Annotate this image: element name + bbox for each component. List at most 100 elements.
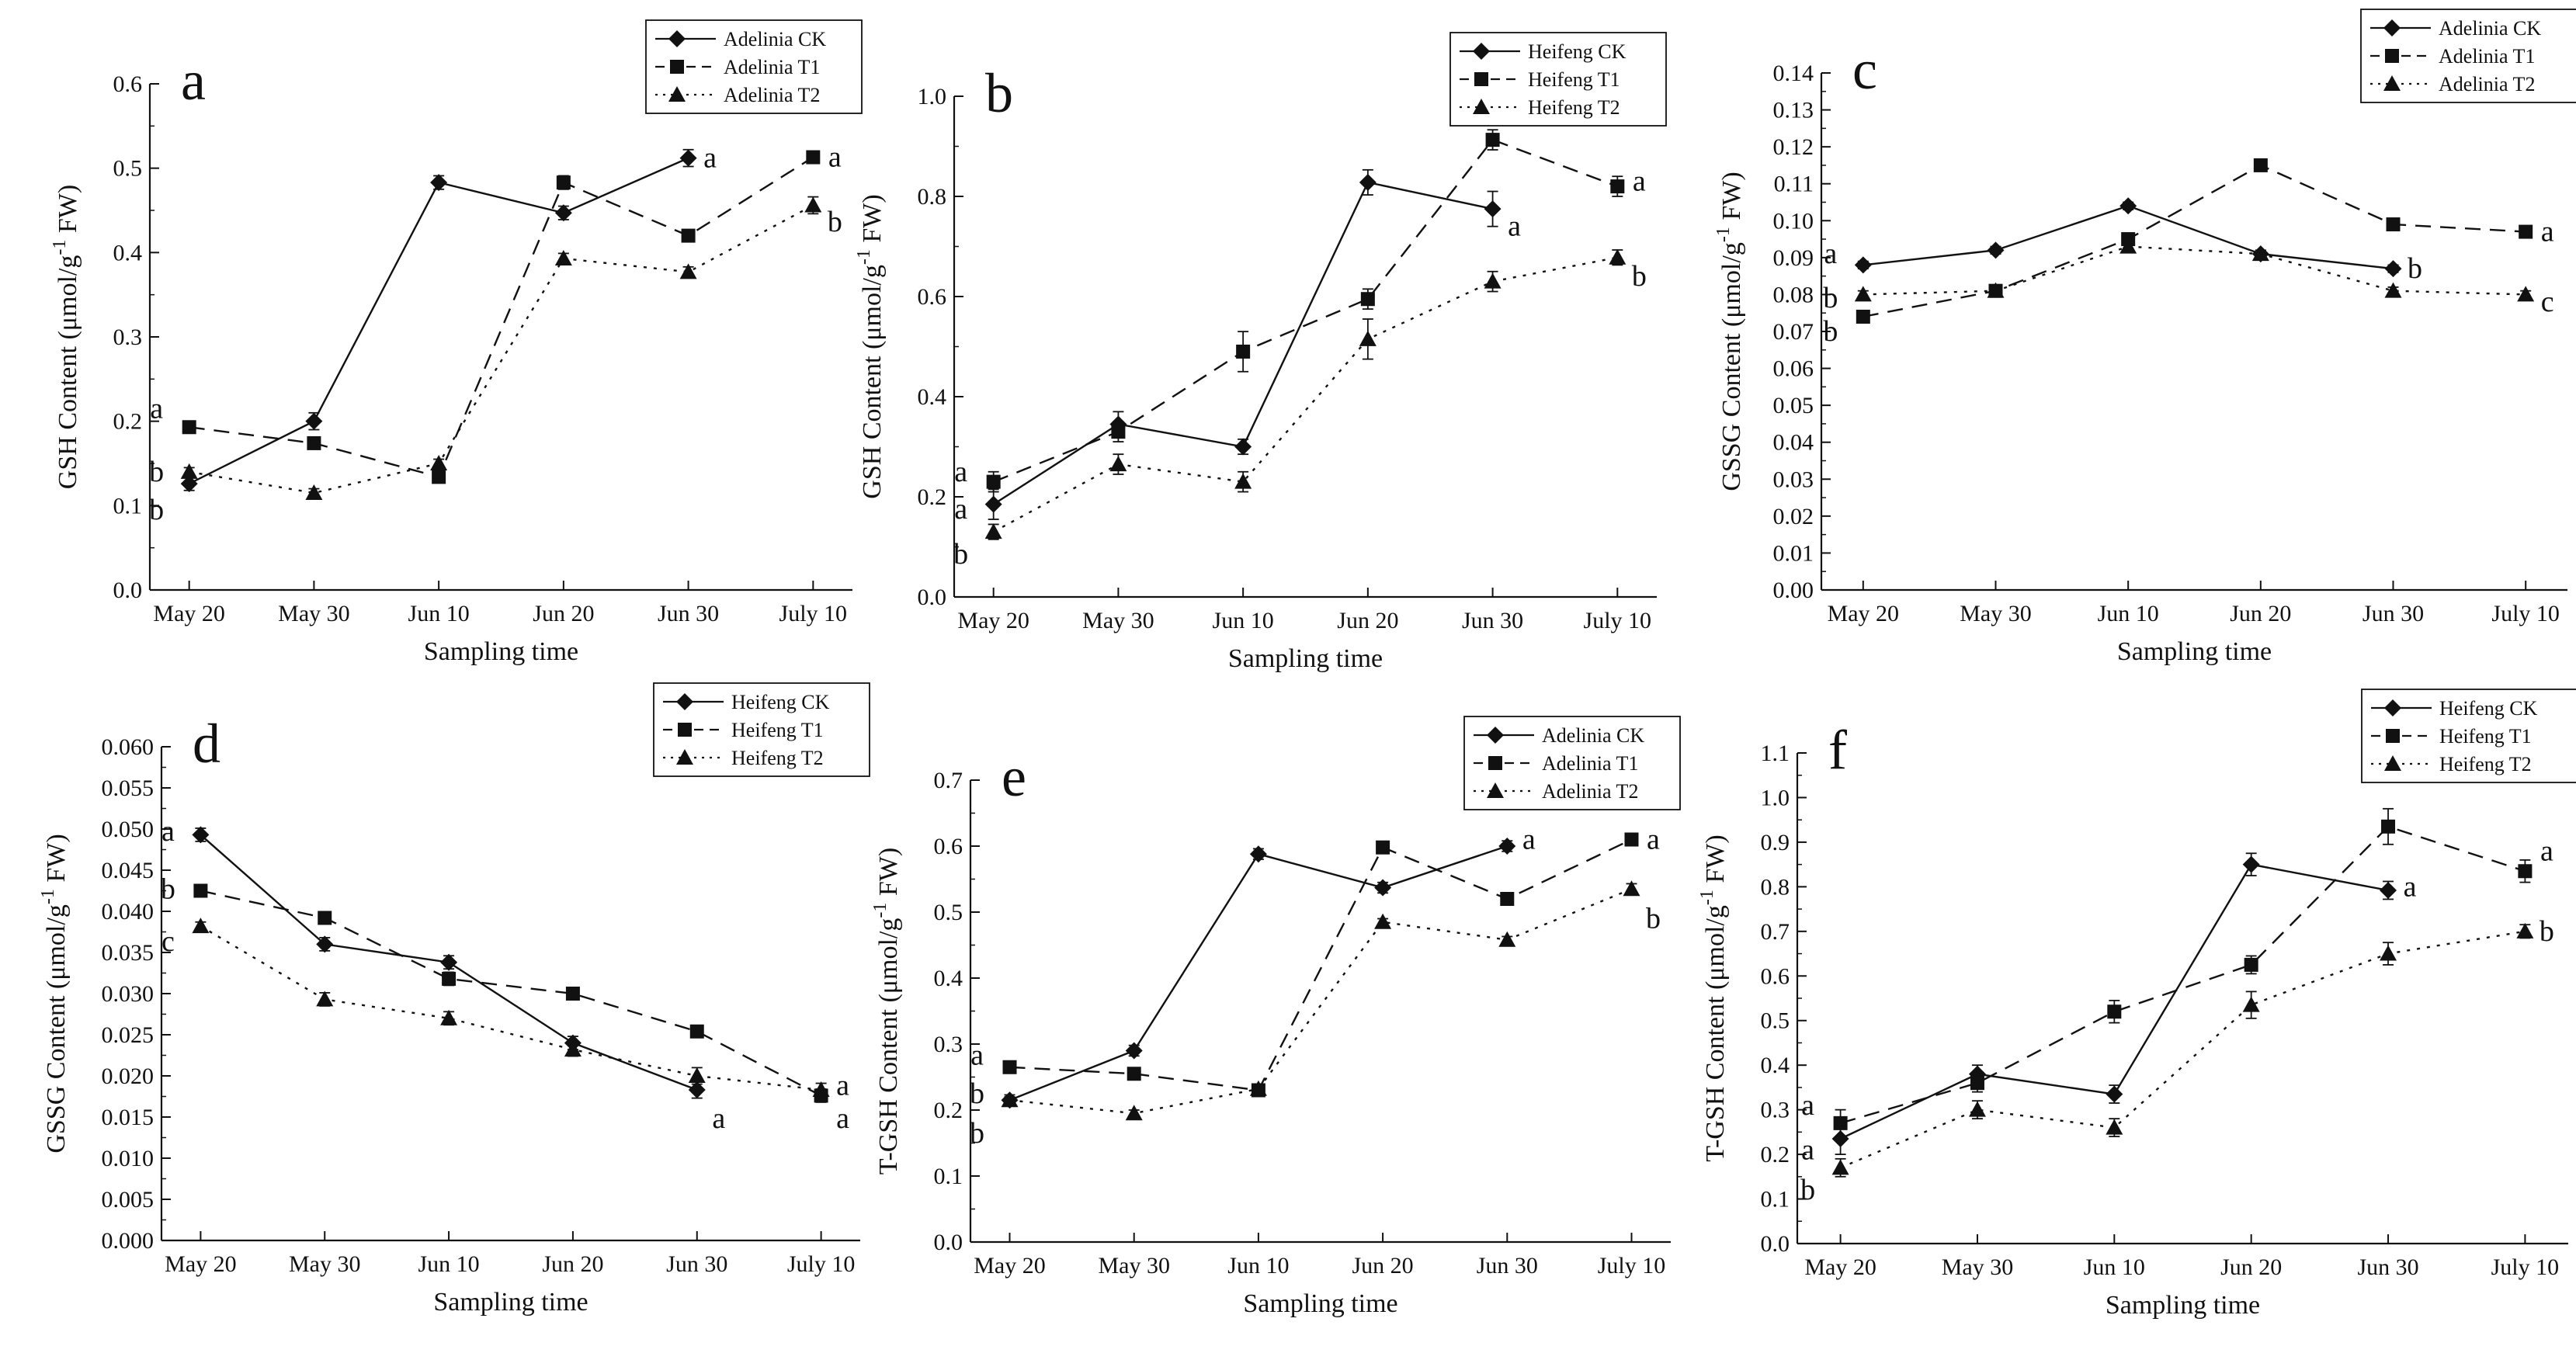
significance-letter: a xyxy=(2540,834,2553,867)
y-tick-label: 0.5 xyxy=(1761,1008,1790,1034)
data-point xyxy=(2518,864,2533,879)
legend-marker xyxy=(678,723,692,737)
y-tick-label: 0.6 xyxy=(918,284,947,310)
x-tick-label: May 30 xyxy=(1082,608,1154,633)
y-axis-title: GSSG Content (μmol/g-1 FW) xyxy=(38,834,71,1153)
data-point xyxy=(430,174,448,192)
significance-letter: b xyxy=(2540,915,2554,948)
y-axis-title-unit: FW) xyxy=(874,848,903,903)
data-point xyxy=(1001,1091,1019,1108)
y-axis-title-unit: FW) xyxy=(858,194,887,249)
legend-marker xyxy=(668,30,686,47)
legend-label: Heifeng CK xyxy=(731,691,830,713)
series-heifeng-t2 xyxy=(984,248,1626,540)
y-tick-label: 0.050 xyxy=(102,817,154,842)
legend-label: Adelinia CK xyxy=(2439,17,2541,40)
data-point xyxy=(1359,330,1377,346)
y-axis-title-main: GSSG Content (μmol/g xyxy=(42,904,71,1153)
y-tick-label: 0.005 xyxy=(102,1187,154,1213)
y-tick-label: 0.6 xyxy=(1761,963,1790,989)
significance-letter: b xyxy=(828,206,842,238)
data-point xyxy=(180,463,198,479)
y-tick-label: 0.2 xyxy=(113,409,143,435)
data-point xyxy=(1359,173,1377,191)
y-tick-label: 0.5 xyxy=(934,900,963,925)
series-line xyxy=(1840,930,2526,1169)
data-point xyxy=(1500,892,1515,906)
data-point xyxy=(806,150,821,165)
data-point xyxy=(984,523,1002,539)
y-tick-label: 0.12 xyxy=(1773,134,1814,160)
x-tick-label: July 10 xyxy=(779,601,848,626)
x-tick-label: May 30 xyxy=(1098,1253,1170,1278)
significance-letter: a xyxy=(2404,870,2417,903)
data-point xyxy=(305,412,323,430)
data-point xyxy=(1360,292,1375,307)
y-tick-label: 0.045 xyxy=(102,858,154,883)
series-line xyxy=(200,890,822,1097)
y-axis-title-main: GSH Content (μmol/g xyxy=(858,265,887,499)
x-tick-label: May 30 xyxy=(289,1251,361,1277)
data-point xyxy=(192,918,210,934)
y-tick-label: 0.09 xyxy=(1773,245,1814,271)
data-point xyxy=(2244,957,2258,972)
data-point xyxy=(1498,838,1516,855)
series-line xyxy=(1009,838,1633,1091)
y-axis-title-main: T-GSH Content (μmol/g xyxy=(1701,905,1730,1162)
y-tick-label: 0.14 xyxy=(1773,61,1814,86)
y-axis-title-main: GSSG Content (μmol/g xyxy=(1717,242,1746,491)
y-axis-title-unit: FW) xyxy=(42,834,71,889)
y-axis-title-superscript: -1 xyxy=(50,240,70,255)
data-point xyxy=(2519,224,2533,239)
data-point xyxy=(1484,200,1502,218)
panel-b: 0.0 0.2 0.4 0.6 0.8 1.0 May 20 May 30 Jun 10 Jun … xyxy=(854,32,1667,673)
y-tick-label: 0.2 xyxy=(934,1098,963,1123)
panel-letter: f xyxy=(1828,719,1847,781)
data-point xyxy=(1987,241,2005,259)
y-tick-label: 0.08 xyxy=(1773,282,1814,307)
legend-label: Adelinia T2 xyxy=(2439,73,2535,95)
data-point xyxy=(1833,1115,1848,1130)
significance-letter: a xyxy=(1522,824,1536,856)
data-point xyxy=(565,987,580,1001)
x-tick-label: May 30 xyxy=(278,601,350,626)
data-point xyxy=(1968,1101,1986,1117)
y-tick-label: 0.06 xyxy=(1773,356,1814,382)
data-point xyxy=(2253,158,2268,172)
x-axis-title: Sampling time xyxy=(433,1288,588,1317)
y-axis-title-unit: FW) xyxy=(1701,834,1730,890)
data-point xyxy=(316,935,334,953)
significance-letter: b xyxy=(970,1077,984,1110)
y-tick-label: 0.0 xyxy=(934,1230,963,1255)
data-point xyxy=(1484,272,1502,289)
series-adelinia-t2 xyxy=(180,196,822,501)
y-tick-label: 0.010 xyxy=(102,1146,154,1171)
x-tick-label: Jun 30 xyxy=(2357,1254,2418,1280)
y-axis-title: T-GSH Content (μmol/g-1 FW) xyxy=(1697,834,1730,1161)
panel-letter: d xyxy=(193,713,220,775)
x-tick-label: Jun 20 xyxy=(2220,1254,2282,1280)
y-axis-title-superscript: -1 xyxy=(38,889,58,904)
data-point xyxy=(440,953,458,971)
x-tick-label: Jun 30 xyxy=(666,1251,727,1277)
data-point xyxy=(316,991,334,1007)
legend-marker xyxy=(1473,99,1490,114)
y-tick-label: 0.8 xyxy=(1761,874,1790,900)
significance-letter: c xyxy=(2541,286,2554,318)
series-adelinia-t1 xyxy=(1002,832,1639,1098)
y-tick-label: 0.0 xyxy=(918,585,947,610)
significance-letter: a xyxy=(703,142,717,175)
y-tick-label: 0.035 xyxy=(102,940,154,966)
x-tick-label: Jun 30 xyxy=(1477,1253,1538,1278)
data-point xyxy=(2106,1085,2123,1103)
significance-letter: a xyxy=(1508,210,1521,243)
data-point xyxy=(812,1081,830,1098)
data-point xyxy=(1609,248,1626,265)
y-tick-label: 0.07 xyxy=(1773,319,1814,345)
data-point xyxy=(2242,996,2260,1012)
significance-letter: a xyxy=(161,815,175,848)
data-point xyxy=(2119,238,2137,254)
legend: Adelinia CK Adelinia T1 Adelinia T2 xyxy=(2360,9,2576,103)
legend-label: Heifeng CK xyxy=(1528,40,1626,63)
significance-letter: a xyxy=(2541,216,2554,248)
